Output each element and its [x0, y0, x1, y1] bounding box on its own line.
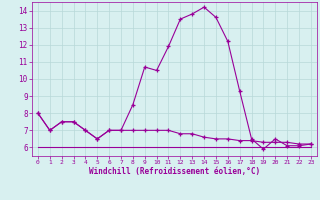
X-axis label: Windchill (Refroidissement éolien,°C): Windchill (Refroidissement éolien,°C)	[89, 167, 260, 176]
